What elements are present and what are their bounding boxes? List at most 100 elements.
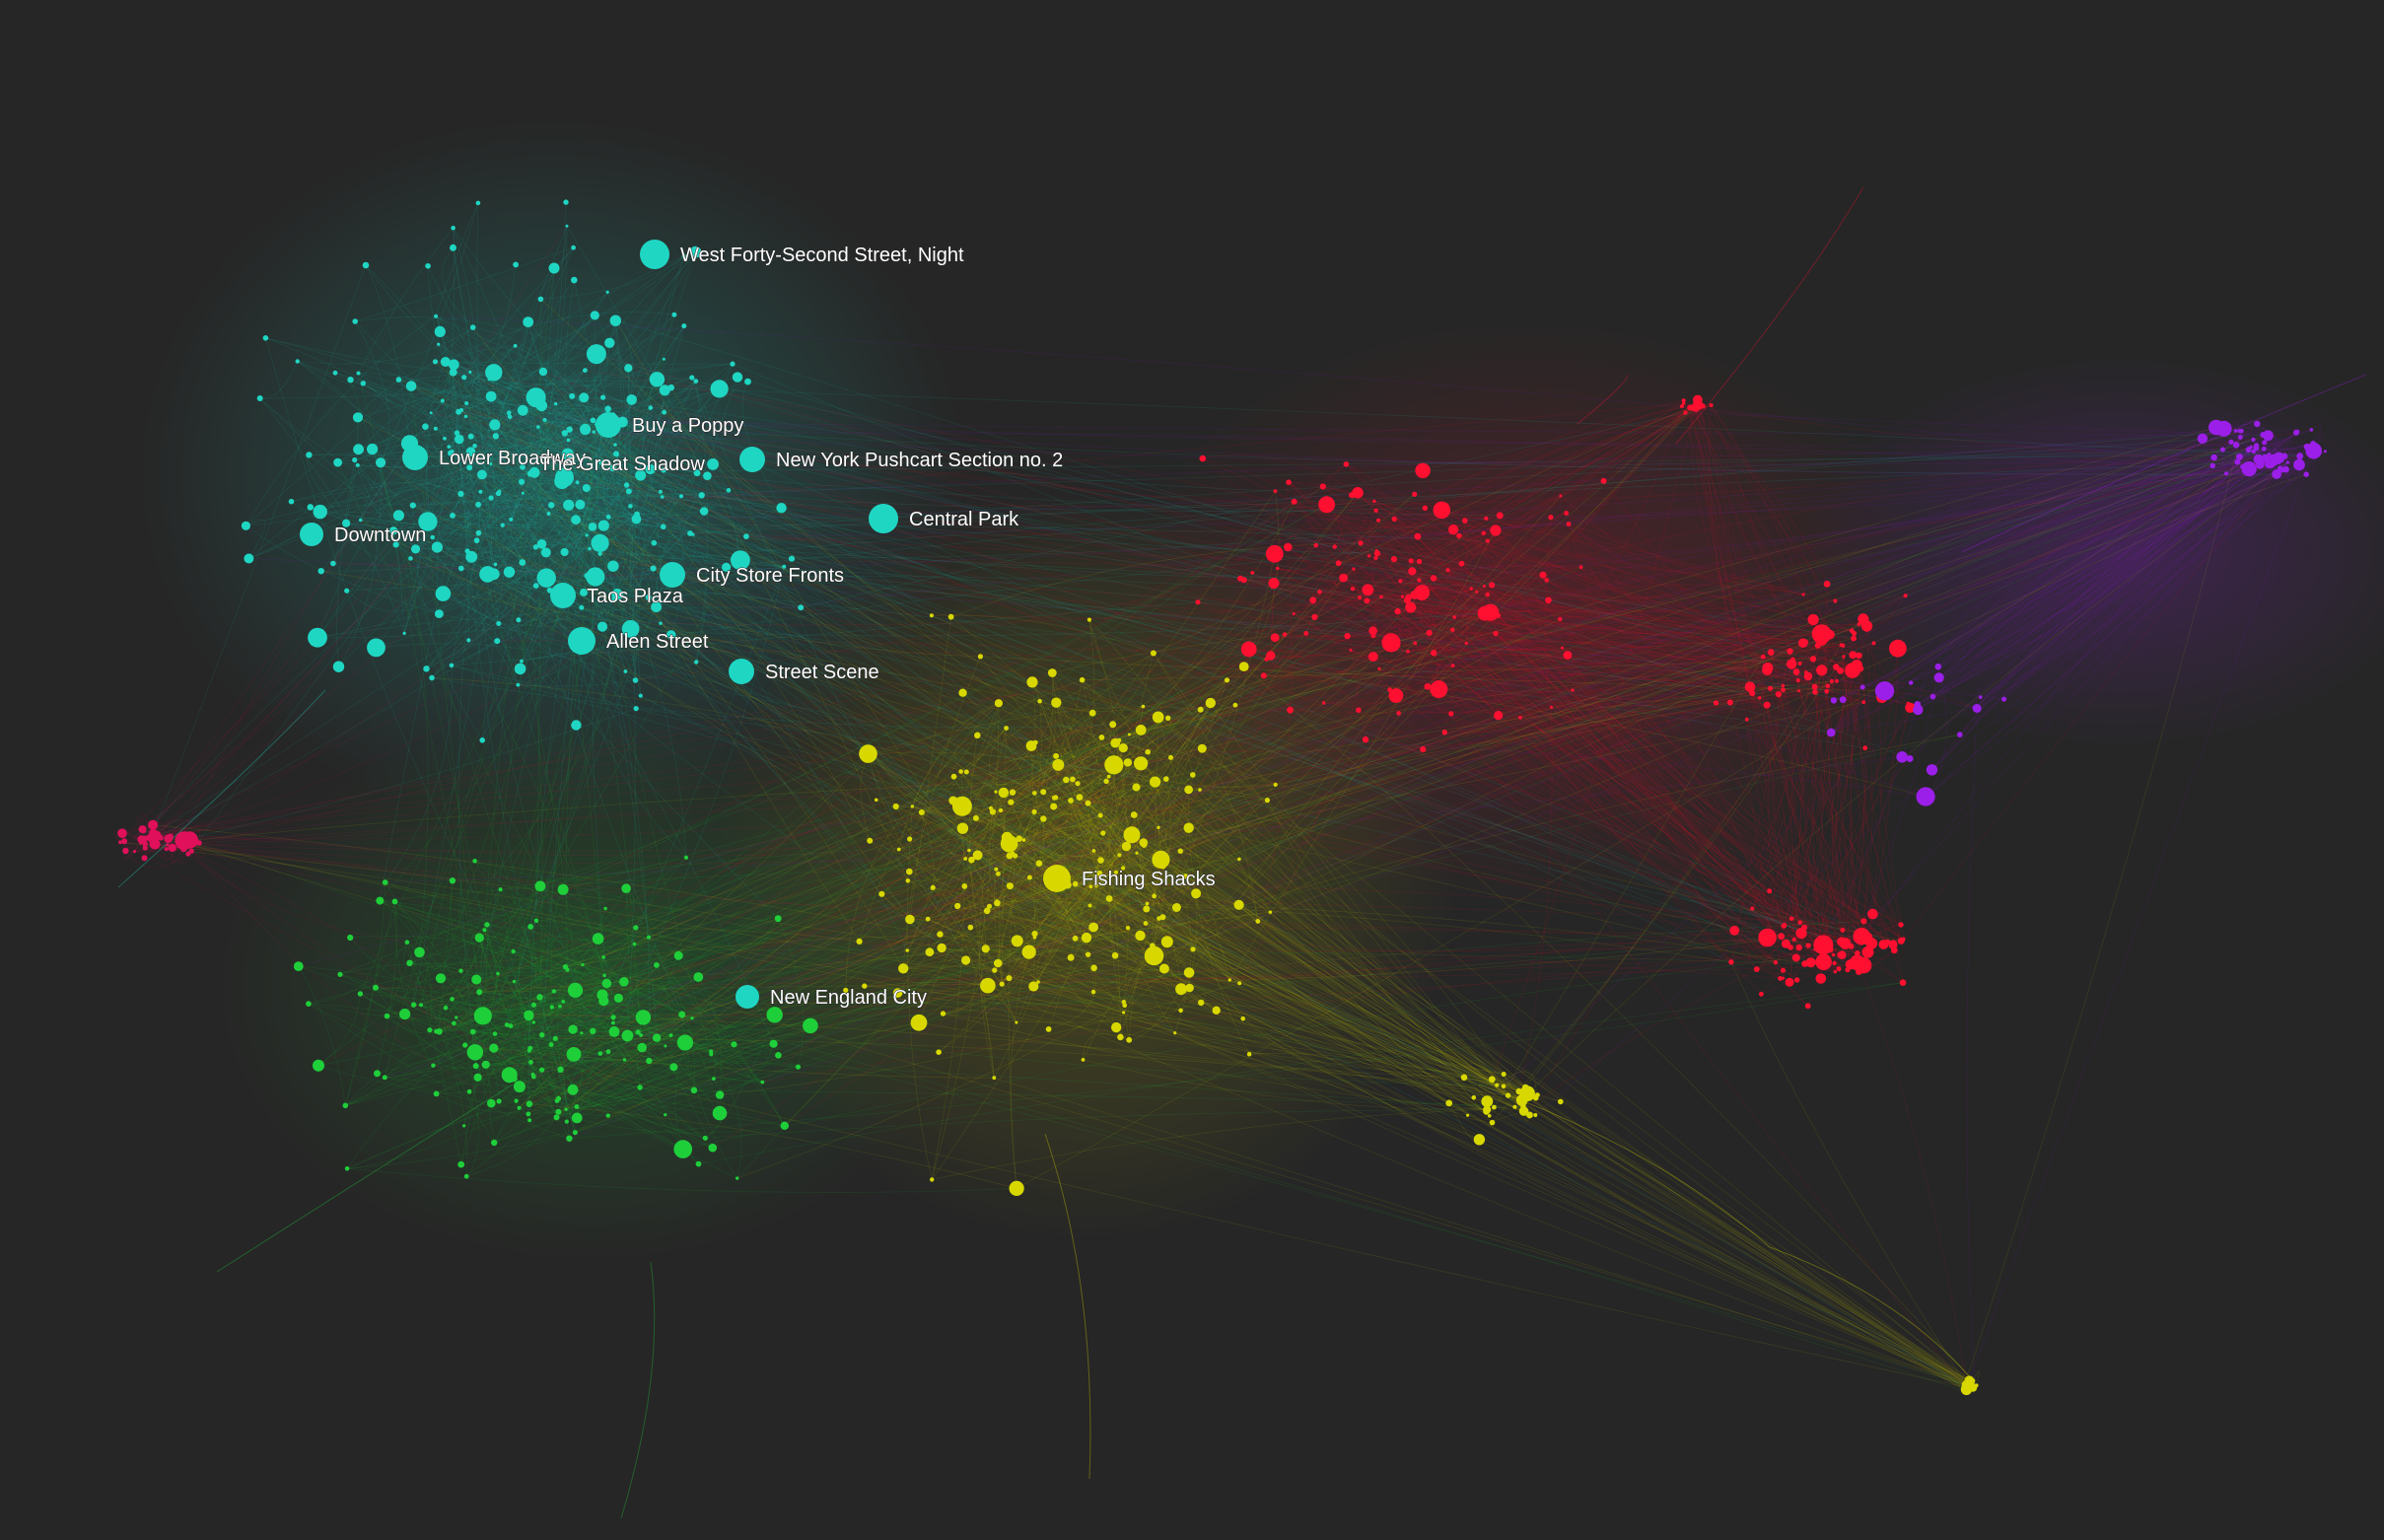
graph-node[interactable] (623, 669, 628, 673)
graph-node[interactable] (695, 1160, 702, 1167)
graph-node[interactable] (925, 947, 935, 957)
graph-node[interactable] (2272, 469, 2282, 479)
graph-node[interactable] (448, 450, 455, 456)
graph-node[interactable] (1978, 695, 1983, 699)
graph-node[interactable] (1448, 525, 1459, 535)
graph-node[interactable] (1291, 498, 1297, 505)
graph-node[interactable] (1744, 717, 1749, 722)
graph-node[interactable] (1926, 764, 1938, 776)
graph-node[interactable] (1318, 496, 1336, 514)
graph-node[interactable] (1842, 655, 1846, 659)
graph-node[interactable] (898, 963, 909, 974)
graph-node[interactable] (435, 609, 444, 618)
graph-node[interactable] (637, 1085, 643, 1090)
graph-node[interactable] (1837, 951, 1844, 959)
graph-node[interactable] (288, 498, 295, 505)
graph-node[interactable] (621, 620, 640, 638)
graph-node[interactable] (566, 438, 571, 443)
graph-node[interactable] (121, 838, 128, 845)
graph-node[interactable] (667, 384, 674, 391)
graph-node[interactable] (1831, 952, 1836, 957)
graph-node[interactable] (517, 1105, 522, 1110)
graph-node[interactable] (358, 518, 363, 523)
graph-node[interactable] (1343, 461, 1350, 467)
graph-node[interactable] (1090, 964, 1097, 972)
labeled-node-dot[interactable] (402, 445, 428, 470)
graph-node[interactable] (1957, 732, 1963, 737)
graph-node[interactable] (2254, 420, 2261, 428)
graph-node[interactable] (1053, 752, 1060, 759)
graph-node[interactable] (466, 1088, 472, 1094)
graph-node[interactable] (1412, 491, 1418, 497)
graph-node[interactable] (2232, 442, 2240, 449)
graph-node[interactable] (613, 451, 619, 457)
graph-node[interactable] (1141, 704, 1146, 709)
graph-node[interactable] (332, 661, 345, 672)
graph-node[interactable] (1851, 660, 1862, 670)
graph-node[interactable] (1349, 648, 1353, 652)
graph-node[interactable] (1159, 863, 1166, 870)
graph-node[interactable] (638, 693, 643, 698)
graph-node[interactable] (878, 890, 885, 897)
graph-node[interactable] (1352, 487, 1364, 499)
graph-node[interactable] (980, 977, 996, 994)
graph-node[interactable] (699, 507, 709, 516)
graph-node[interactable] (693, 379, 699, 384)
graph-node[interactable] (683, 855, 689, 860)
graph-node[interactable] (1126, 1036, 1133, 1043)
graph-node[interactable] (425, 263, 431, 269)
graph-node[interactable] (1190, 946, 1196, 952)
graph-node[interactable] (513, 261, 519, 268)
graph-node[interactable] (557, 883, 569, 895)
graph-node[interactable] (999, 981, 1005, 987)
graph-node[interactable] (1367, 554, 1371, 558)
graph-node[interactable] (1246, 1051, 1252, 1057)
graph-node[interactable] (722, 562, 732, 573)
graph-node[interactable] (1198, 999, 1205, 1007)
graph-node[interactable] (497, 489, 502, 494)
graph-node[interactable] (596, 989, 608, 1001)
graph-node[interactable] (1232, 702, 1238, 708)
graph-node[interactable] (185, 834, 191, 840)
graph-node[interactable] (1785, 977, 1794, 987)
graph-node[interactable] (1415, 462, 1431, 478)
graph-node[interactable] (1052, 758, 1065, 771)
graph-node[interactable] (651, 601, 662, 613)
graph-node[interactable] (493, 562, 498, 567)
graph-node[interactable] (1121, 841, 1132, 852)
graph-node[interactable] (1292, 611, 1296, 615)
graph-node[interactable] (652, 1033, 662, 1042)
graph-node[interactable] (575, 499, 586, 510)
graph-node[interactable] (437, 342, 441, 346)
graph-node[interactable] (605, 290, 609, 294)
graph-node[interactable] (419, 1003, 423, 1008)
graph-node[interactable] (678, 1011, 686, 1018)
graph-node[interactable] (484, 922, 490, 928)
graph-node[interactable] (1087, 617, 1091, 622)
graph-node[interactable] (342, 519, 351, 527)
graph-node[interactable] (689, 245, 702, 258)
graph-node[interactable] (907, 836, 913, 842)
graph-node[interactable] (987, 903, 992, 909)
graph-node[interactable] (1933, 672, 1944, 683)
graph-node[interactable] (148, 819, 159, 830)
graph-node[interactable] (454, 430, 460, 436)
graph-node[interactable] (1482, 585, 1486, 588)
graph-node[interactable] (489, 461, 493, 466)
graph-node[interactable] (1097, 812, 1103, 818)
graph-node[interactable] (1396, 711, 1401, 716)
graph-node[interactable] (564, 1119, 569, 1124)
graph-node[interactable] (947, 613, 954, 620)
graph-node[interactable] (558, 1004, 562, 1009)
graph-node[interactable] (293, 961, 304, 971)
graph-node[interactable] (512, 979, 517, 984)
graph-node[interactable] (998, 787, 1010, 799)
graph-node[interactable] (507, 414, 513, 420)
graph-node[interactable] (1815, 973, 1827, 984)
graph-node[interactable] (539, 1032, 545, 1038)
graph-node[interactable] (925, 916, 931, 922)
graph-node[interactable] (514, 663, 526, 675)
graph-node[interactable] (1729, 925, 1740, 936)
graph-node[interactable] (1681, 398, 1686, 403)
graph-node[interactable] (1098, 735, 1105, 740)
